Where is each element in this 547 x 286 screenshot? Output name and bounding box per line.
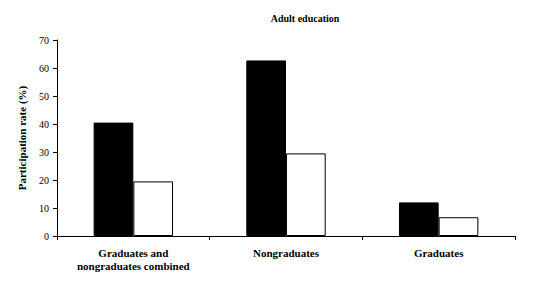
svg-text:30: 30 <box>39 147 49 158</box>
svg-text:Nongraduates: Nongraduates <box>253 247 320 259</box>
svg-text:Graduates: Graduates <box>414 247 464 259</box>
svg-text:Participation rate (%): Participation rate (%) <box>16 85 29 190</box>
svg-text:nongraduates combined: nongraduates combined <box>77 260 190 272</box>
svg-text:70: 70 <box>39 35 49 46</box>
svg-text:60: 60 <box>39 63 49 74</box>
svg-text:10: 10 <box>39 203 49 214</box>
svg-text:40: 40 <box>39 119 49 130</box>
svg-text:Graduates and: Graduates and <box>98 247 168 259</box>
svg-text:20: 20 <box>39 175 49 186</box>
svg-text:0: 0 <box>44 231 49 242</box>
svg-text:Adult education: Adult education <box>271 13 340 24</box>
svg-text:50: 50 <box>39 91 49 102</box>
